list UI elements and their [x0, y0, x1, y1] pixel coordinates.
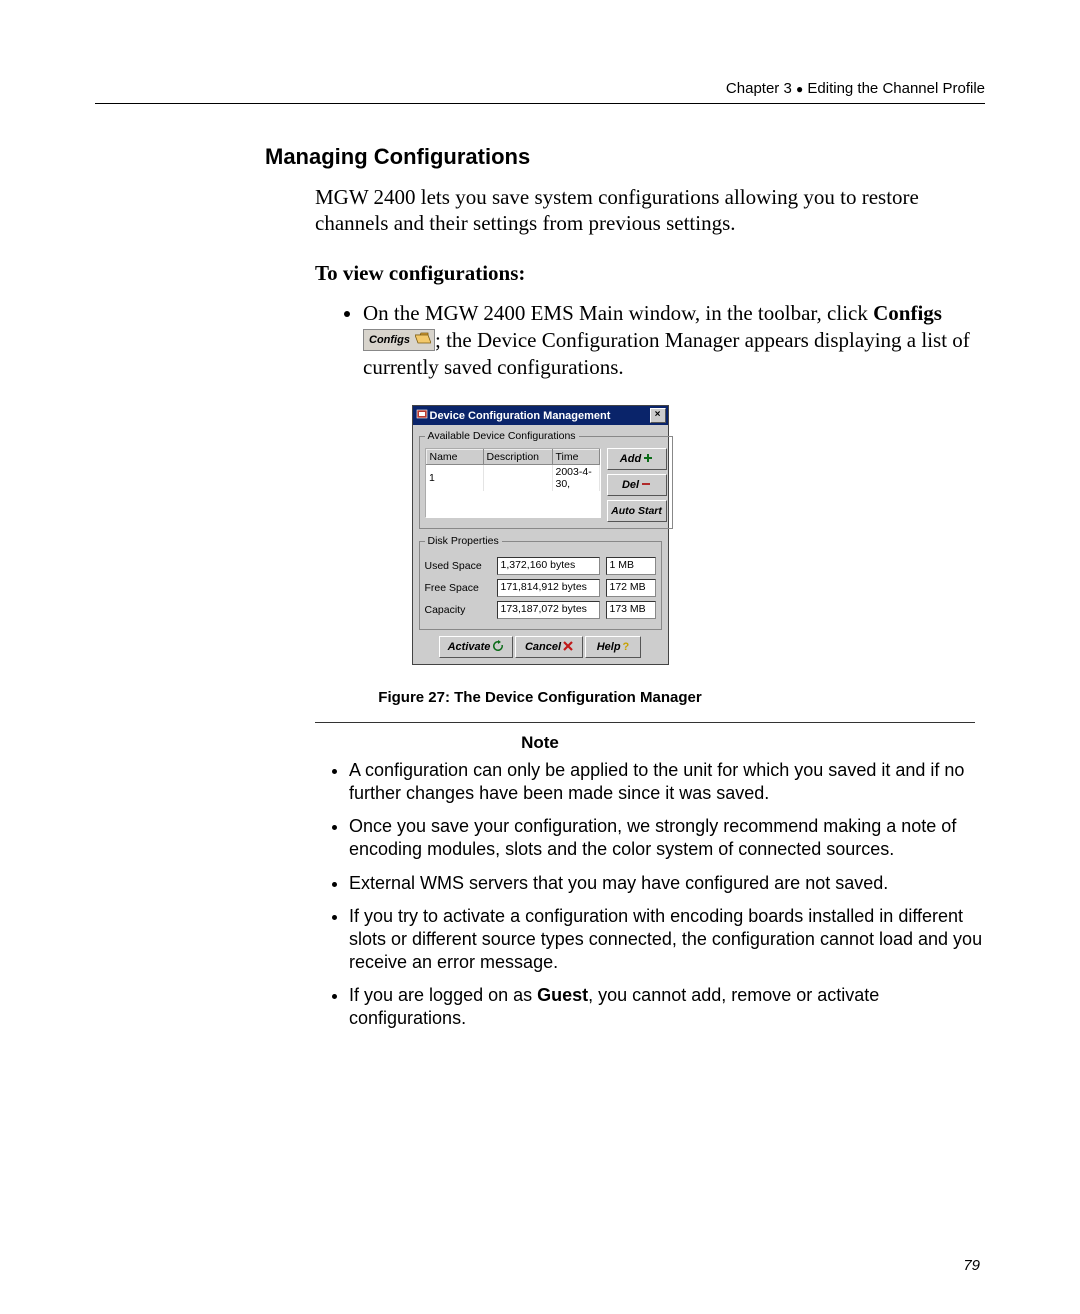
table-row[interactable]: 1 2003-4-30,: [426, 465, 599, 492]
step-post: ; the Device Configuration Manager appea…: [363, 328, 970, 379]
configs-toolbar-button[interactable]: Configs: [363, 329, 435, 351]
disk-properties-legend: Disk Properties: [425, 535, 502, 547]
col-name[interactable]: Name: [426, 450, 483, 465]
col-description[interactable]: Description: [483, 450, 552, 465]
note-guest-bold: Guest: [537, 985, 588, 1005]
configs-table[interactable]: Name Description Time 1 2003-4-30,: [425, 448, 601, 518]
capacity-label: Capacity: [425, 604, 491, 616]
note-heading: Note: [95, 733, 985, 753]
step-configs-word: Configs: [873, 301, 942, 325]
free-space-bytes: 171,814,912 bytes: [497, 579, 600, 597]
device-config-dialog: Device Configuration Management × Availa…: [412, 405, 669, 665]
list-item: External WMS servers that you may have c…: [349, 872, 985, 895]
chapter-pre: Chapter 3: [726, 80, 796, 97]
chapter-reference: Chapter 3 ● Editing the Channel Profile: [95, 80, 985, 97]
dialog-body: Available Device Configurations Name Des…: [413, 425, 668, 664]
used-space-label: Used Space: [425, 560, 491, 572]
folder-open-icon: [415, 332, 431, 348]
chapter-post: Editing the Channel Profile: [803, 80, 985, 97]
plus-icon: [643, 453, 653, 466]
list-item: A configuration can only be applied to t…: [349, 759, 985, 805]
step-pre: On the MGW 2400 EMS Main window, in the …: [363, 301, 873, 325]
figure-caption: Figure 27: The Device Configuration Mana…: [95, 689, 985, 706]
disk-free-row: Free Space 171,814,912 bytes 172 MB: [425, 579, 656, 597]
note-guest-pre: If you are logged on as: [349, 985, 537, 1005]
available-configs-legend: Available Device Configurations: [425, 430, 579, 442]
note-top-divider: [315, 722, 975, 723]
list-item: If you are logged on as Guest, you canno…: [349, 984, 985, 1030]
auto-start-button[interactable]: Auto Start: [607, 500, 667, 522]
free-space-mb: 172 MB: [606, 579, 656, 597]
col-time[interactable]: Time: [552, 450, 599, 465]
x-icon: [563, 641, 573, 654]
configs-button-label: Configs: [369, 334, 410, 346]
dialog-app-icon: [416, 408, 430, 423]
minus-icon: [641, 479, 651, 492]
available-configs-group: Available Device Configurations Name Des…: [419, 430, 673, 529]
figure-container: Device Configuration Management × Availa…: [95, 405, 985, 665]
list-item: If you try to activate a configuration w…: [349, 905, 985, 974]
cancel-label: Cancel: [525, 641, 561, 653]
add-label: Add: [620, 453, 641, 465]
configs-side-buttons: Add Del: [607, 448, 667, 522]
intro-paragraph: MGW 2400 lets you save system configurat…: [315, 184, 955, 237]
header-divider: [95, 103, 985, 104]
activate-label: Activate: [448, 641, 491, 653]
step-item: On the MGW 2400 EMS Main window, in the …: [363, 300, 983, 382]
close-icon[interactable]: ×: [650, 408, 666, 423]
free-space-label: Free Space: [425, 582, 491, 594]
help-label: Help: [597, 641, 621, 653]
add-button[interactable]: Add: [607, 448, 667, 470]
dialog-bottom-buttons: Activate Cancel Help ?: [419, 636, 662, 658]
view-configs-steps: On the MGW 2400 EMS Main window, in the …: [335, 300, 983, 382]
cancel-button[interactable]: Cancel: [515, 636, 583, 658]
refresh-icon: [492, 640, 504, 655]
disk-used-row: Used Space 1,372,160 bytes 1 MB: [425, 557, 656, 575]
auto-start-label: Auto Start: [611, 505, 662, 517]
section-title: Managing Configurations: [265, 144, 985, 170]
subsection-title: To view configurations:: [315, 261, 985, 286]
help-button[interactable]: Help ?: [585, 636, 641, 658]
dialog-titlebar[interactable]: Device Configuration Management ×: [413, 406, 668, 425]
capacity-bytes: 173,187,072 bytes: [497, 601, 600, 619]
document-page: Chapter 3 ● Editing the Channel Profile …: [0, 0, 1080, 1314]
table-header-row: Name Description Time: [426, 450, 599, 465]
dialog-title: Device Configuration Management: [430, 410, 650, 422]
cell-time: 2003-4-30,: [552, 465, 599, 492]
del-label: Del: [622, 479, 639, 491]
cell-description: [483, 465, 552, 492]
activate-button[interactable]: Activate: [439, 636, 513, 658]
note-list: A configuration can only be applied to t…: [315, 759, 985, 1029]
page-number: 79: [963, 1257, 980, 1274]
capacity-mb: 173 MB: [606, 601, 656, 619]
disk-capacity-row: Capacity 173,187,072 bytes 173 MB: [425, 601, 656, 619]
del-button[interactable]: Del: [607, 474, 667, 496]
cell-name: 1: [426, 465, 483, 492]
used-space-bytes: 1,372,160 bytes: [497, 557, 600, 575]
list-item: Once you save your configuration, we str…: [349, 815, 985, 861]
disk-properties-group: Disk Properties Used Space 1,372,160 byt…: [419, 535, 662, 630]
question-icon: ?: [623, 641, 630, 653]
used-space-mb: 1 MB: [606, 557, 656, 575]
